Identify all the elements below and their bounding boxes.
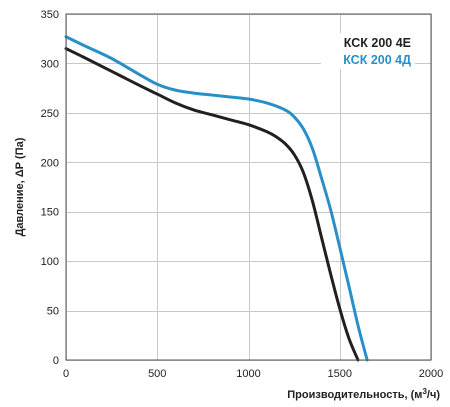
- plot-frame: [65, 13, 432, 361]
- y-tick-label-100: 100: [41, 256, 59, 268]
- y-tick-label-350: 350: [41, 9, 59, 21]
- legend-background: [321, 33, 415, 69]
- x-axis-label-sup: 3: [422, 387, 427, 396]
- x-axis-label-main: Производительность, (м: [287, 389, 422, 401]
- y-tick-label-0: 0: [53, 355, 59, 367]
- x-tick-label-2000: 2000: [419, 368, 443, 380]
- tick-labels: 0 500 1000 1500 2000 0 50 100 150 200 250 300 350: [41, 9, 444, 380]
- series-line-ksk-200-4d: [64, 35, 369, 362]
- x-tick-label-1000: 1000: [236, 368, 260, 380]
- x-tick-label-1500: 1500: [328, 368, 352, 380]
- y-tick-label-150: 150: [41, 207, 59, 219]
- x-axis-label-end: /ч): [427, 389, 440, 401]
- series-layer: [64, 35, 369, 362]
- series-line-ksk-200-4e: [64, 47, 360, 362]
- y-tick-label-250: 250: [41, 108, 59, 120]
- y-tick-label-300: 300: [41, 58, 59, 70]
- legend-entry-4d: КСК 200 4Д: [343, 53, 411, 67]
- legend-entry-4e: КСК 200 4Е: [344, 36, 411, 50]
- y-tick-label-200: 200: [41, 157, 59, 169]
- x-tick-label-0: 0: [63, 368, 69, 380]
- y-tick-label-50: 50: [47, 306, 59, 318]
- x-axis-label: Производительность, (м3/ч): [287, 387, 440, 401]
- x-tick-label-500: 500: [148, 368, 166, 380]
- legend: КСК 200 4Е КСК 200 4Д: [321, 33, 415, 69]
- y-axis-label: Давление, ΔР (Па): [14, 137, 26, 236]
